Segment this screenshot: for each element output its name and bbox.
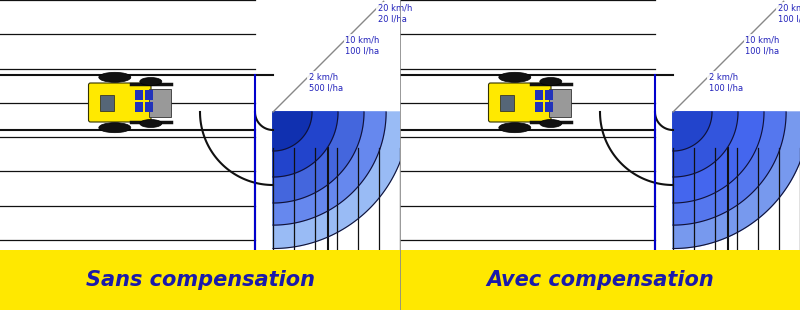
Bar xyxy=(99,95,114,110)
Text: 2 km/h
500 l/ha: 2 km/h 500 l/ha xyxy=(309,73,342,92)
Polygon shape xyxy=(673,112,712,151)
Ellipse shape xyxy=(140,119,162,127)
Bar xyxy=(545,102,553,112)
Ellipse shape xyxy=(540,119,562,127)
Ellipse shape xyxy=(499,123,531,133)
Bar xyxy=(145,102,153,112)
Ellipse shape xyxy=(99,123,131,133)
Polygon shape xyxy=(273,112,410,249)
Bar xyxy=(535,90,543,100)
Bar xyxy=(400,250,800,310)
Bar xyxy=(0,250,400,310)
Ellipse shape xyxy=(99,72,131,82)
Bar xyxy=(499,95,514,110)
Polygon shape xyxy=(273,112,312,151)
Text: 10 km/h
100 l/ha: 10 km/h 100 l/ha xyxy=(346,36,380,55)
Bar xyxy=(545,90,553,100)
Polygon shape xyxy=(273,112,364,203)
Ellipse shape xyxy=(540,78,562,86)
Text: 10 km/h
100 l/ha: 10 km/h 100 l/ha xyxy=(746,36,780,55)
Text: 20 km/h
20 l/ha: 20 km/h 20 l/ha xyxy=(378,4,412,23)
Bar xyxy=(549,88,571,117)
Polygon shape xyxy=(673,112,786,225)
FancyBboxPatch shape xyxy=(489,83,551,122)
Polygon shape xyxy=(673,112,764,203)
Polygon shape xyxy=(673,112,800,249)
FancyBboxPatch shape xyxy=(89,83,151,122)
Text: 20 km/h
100 l/ha: 20 km/h 100 l/ha xyxy=(778,4,800,23)
Text: Sans compensation: Sans compensation xyxy=(86,270,314,290)
Bar xyxy=(535,102,543,112)
Bar xyxy=(135,102,143,112)
Text: 2 km/h
100 l/ha: 2 km/h 100 l/ha xyxy=(709,73,742,92)
Text: Avec compensation: Avec compensation xyxy=(486,270,714,290)
Ellipse shape xyxy=(499,72,531,82)
Ellipse shape xyxy=(140,78,162,86)
Bar xyxy=(135,90,143,100)
Polygon shape xyxy=(673,112,738,177)
Polygon shape xyxy=(273,112,386,225)
Bar xyxy=(145,90,153,100)
Bar xyxy=(149,88,171,117)
Polygon shape xyxy=(273,112,338,177)
